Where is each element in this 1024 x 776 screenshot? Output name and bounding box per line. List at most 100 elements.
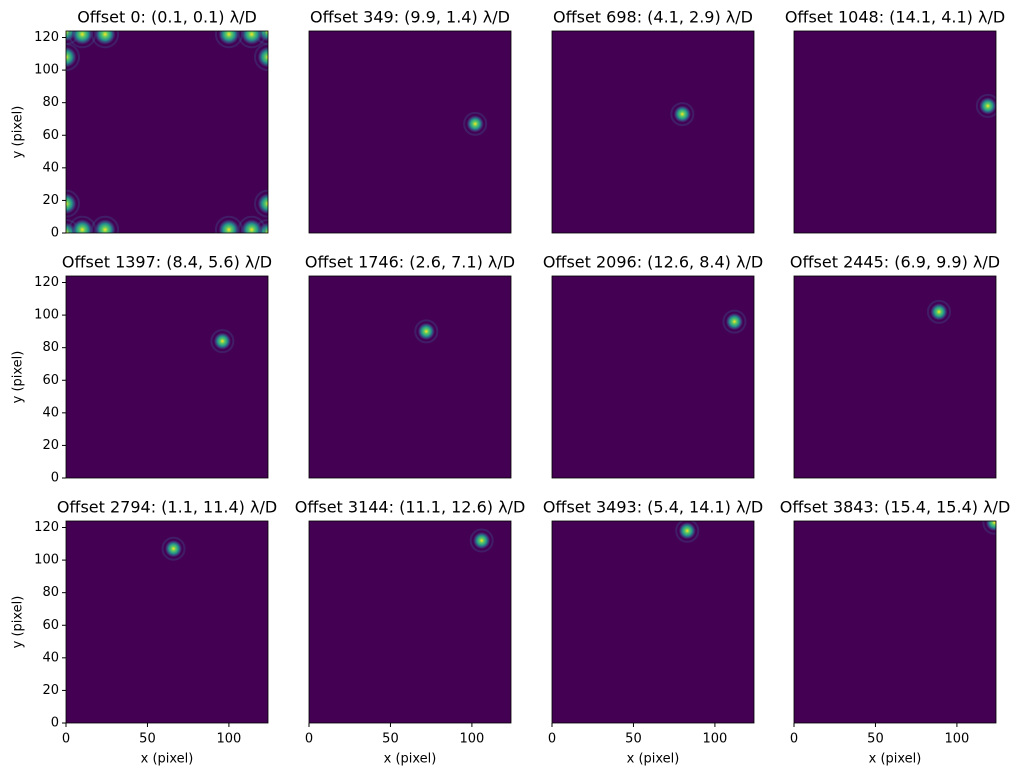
- panel-frame: [65, 30, 269, 234]
- y-axis-label: y (pixel): [11, 106, 26, 159]
- psf-spot: [66, 43, 80, 72]
- psf-spot: [91, 215, 120, 233]
- psf-core: [66, 46, 77, 69]
- panel: [66, 521, 268, 723]
- y-tick-label: 40: [42, 405, 59, 420]
- x-axis-label: x (pixel): [141, 752, 194, 767]
- psf-spot: [675, 521, 700, 543]
- panel-frame: [65, 275, 269, 479]
- psf-spot: [254, 189, 268, 218]
- y-tick-label: 60: [42, 618, 59, 633]
- image-background: [552, 276, 754, 478]
- y-tick-label: 100: [34, 553, 59, 568]
- x-tick-label: 50: [625, 732, 642, 747]
- psf-ring: [254, 43, 268, 72]
- psf-spot: [982, 521, 996, 535]
- psf-core: [217, 31, 240, 46]
- x-axis-label: x (pixel): [384, 752, 437, 767]
- y-tick-label: 100: [34, 308, 59, 323]
- psf-core: [978, 96, 996, 115]
- panel-frame: [793, 275, 997, 479]
- panel-title: Offset 1746: (2.6, 7.1) λ/D: [305, 253, 515, 272]
- psf-spot: [463, 111, 488, 136]
- psf-ring: [254, 189, 268, 218]
- panel-title: Offset 1048: (14.1, 4.1) λ/D: [785, 8, 1005, 27]
- psf-core: [71, 218, 94, 233]
- psf-spot: [670, 102, 695, 127]
- x-tick-label: 0: [548, 732, 556, 747]
- panel-frame: [308, 520, 512, 724]
- psf-ring: [414, 319, 439, 344]
- panel-frame: [793, 520, 997, 724]
- psf-spot: [722, 309, 747, 334]
- psf-core: [71, 31, 94, 46]
- y-axis-label: y (pixel): [11, 596, 26, 649]
- psf-core: [240, 31, 263, 46]
- panel-title: Offset 698: (4.1, 2.9) λ/D: [553, 8, 753, 27]
- image-background: [66, 31, 268, 233]
- psf-spot: [66, 189, 80, 218]
- x-tick-label: 50: [867, 732, 884, 747]
- psf-spot: [926, 299, 951, 324]
- x-axis-label: x (pixel): [627, 752, 680, 767]
- psf-core: [240, 218, 263, 233]
- psf-ring: [91, 215, 120, 233]
- y-tick-label: 20: [42, 438, 59, 453]
- image-background: [794, 521, 996, 723]
- x-tick-label: 100: [459, 732, 484, 747]
- x-tick-label: 0: [790, 732, 798, 747]
- psf-spot: [214, 215, 243, 233]
- psf-ring: [161, 536, 186, 561]
- x-tick-label: 0: [305, 732, 313, 747]
- image-background: [309, 276, 511, 478]
- image-background: [309, 521, 511, 723]
- panel-frame: [793, 30, 997, 234]
- psf-ring: [214, 31, 243, 49]
- panel-frame: [308, 275, 512, 479]
- x-tick-label: 100: [702, 732, 727, 747]
- psf-spot: [254, 43, 268, 72]
- image-background: [794, 276, 996, 478]
- panel: [552, 276, 754, 478]
- psf-core: [94, 218, 117, 233]
- y-tick-label: 40: [42, 650, 59, 665]
- x-tick-label: 100: [944, 732, 969, 747]
- panel: [794, 31, 996, 233]
- psf-ring: [722, 309, 747, 334]
- psf-ring: [210, 329, 235, 354]
- psf-ring: [670, 102, 695, 127]
- psf-core: [725, 312, 744, 331]
- y-tick-label: 80: [42, 585, 59, 600]
- image-background: [66, 276, 268, 478]
- psf-core: [66, 192, 77, 215]
- psf-core: [985, 521, 996, 532]
- panel-title: Offset 3843: (15.4, 15.4) λ/D: [780, 498, 1011, 517]
- x-tick-label: 50: [382, 732, 399, 747]
- x-axis-label: x (pixel): [869, 752, 922, 767]
- x-tick-label: 100: [216, 732, 241, 747]
- psf-spot: [975, 93, 996, 118]
- psf-core: [257, 192, 268, 215]
- x-tick-label: 50: [139, 732, 156, 747]
- panel: [794, 276, 996, 478]
- psf-ring: [675, 521, 700, 543]
- panel: [309, 521, 511, 723]
- y-tick-label: 80: [42, 95, 59, 110]
- psf-ring: [975, 93, 996, 118]
- y-tick-label: 120: [34, 520, 59, 535]
- psf-ring: [91, 31, 120, 49]
- psf-core: [94, 31, 117, 46]
- psf-spot: [469, 528, 494, 553]
- psf-core: [257, 46, 268, 69]
- y-tick-label: 120: [34, 275, 59, 290]
- panel-title: Offset 2794: (1.1, 11.4) λ/D: [57, 498, 277, 517]
- panel: [552, 521, 754, 723]
- psf-core: [929, 302, 948, 321]
- panel: [309, 31, 511, 233]
- panel-title: Offset 349: (9.9, 1.4) λ/D: [310, 8, 510, 27]
- psf-ring: [66, 43, 80, 72]
- image-background: [794, 31, 996, 233]
- panel: [66, 276, 268, 478]
- psf-core: [164, 539, 183, 558]
- image-background: [552, 521, 754, 723]
